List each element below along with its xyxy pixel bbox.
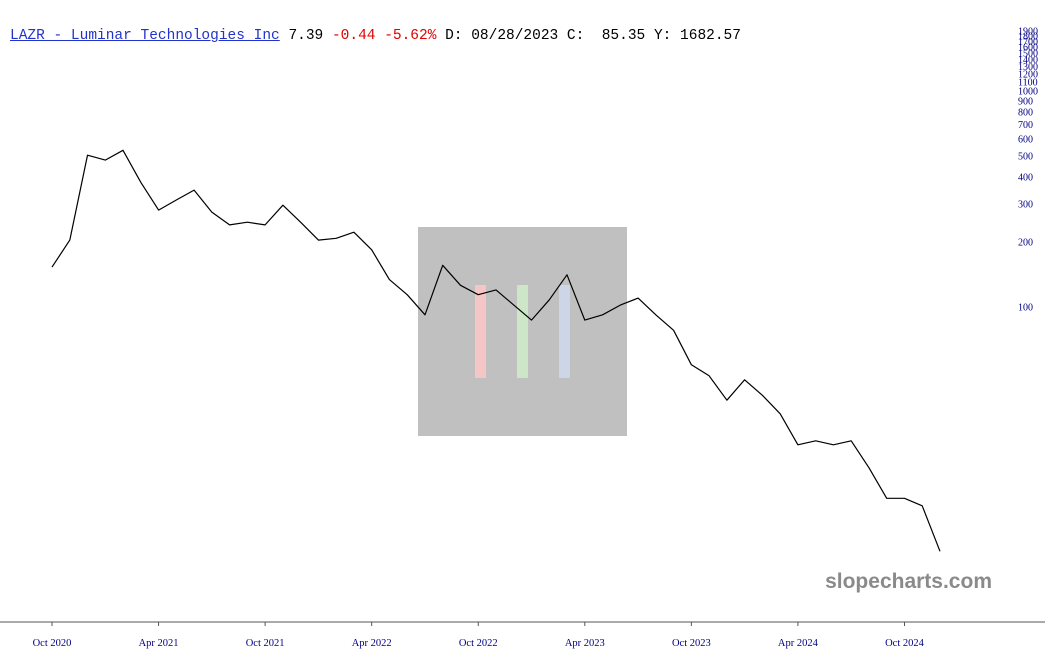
highlight-green xyxy=(517,285,528,378)
highlight-blue xyxy=(559,285,570,378)
x-tick-label: Apr 2023 xyxy=(565,638,605,649)
ticker-link[interactable]: LAZR - Luminar Technologies Inc xyxy=(10,28,280,44)
y-tick-label: 200 xyxy=(1018,238,1033,249)
y-tick-label: 600 xyxy=(1018,134,1033,145)
y-tick-label: 1400 xyxy=(1018,55,1038,66)
x-tick-label: Oct 2022 xyxy=(459,638,498,649)
y-tick-label: 300 xyxy=(1018,199,1033,210)
y-tick-label: 1000 xyxy=(1018,87,1038,98)
x-tick-label: Oct 2023 xyxy=(672,638,711,649)
price-line xyxy=(51,149,941,552)
y-tick-label: 1500 xyxy=(1018,49,1038,60)
y-tick-label: 400 xyxy=(1018,173,1033,184)
x-tick-label: Apr 2021 xyxy=(139,638,179,649)
y-tick-label: 500 xyxy=(1018,152,1033,163)
y-tick-label: 1900 xyxy=(1018,26,1038,37)
y-tick-label: 100 xyxy=(1018,302,1033,313)
y-tick-label: 700 xyxy=(1018,120,1033,131)
x-tick-label: Oct 2020 xyxy=(33,638,72,649)
change: -0.44 xyxy=(331,28,376,44)
x-tick-label: Oct 2024 xyxy=(885,638,925,649)
change-pct: -5.62% xyxy=(384,28,437,44)
y-tick-label: 800 xyxy=(1018,108,1033,119)
y-tick-label: 1200 xyxy=(1018,70,1038,81)
y-tick-label: 1300 xyxy=(1018,62,1038,73)
highlight-red xyxy=(475,285,486,378)
x-tick-label: Apr 2024 xyxy=(778,638,819,649)
y-tick-label: 1600 xyxy=(1018,43,1038,54)
y-tick-label: 1800 xyxy=(1018,31,1038,42)
header: LAZR - Luminar Technologies Inc 7.39 -0.… xyxy=(10,28,741,44)
watermark: slopecharts.com xyxy=(825,570,992,593)
y-tick-label: 1100 xyxy=(1018,78,1038,89)
x-tick-label: Oct 2021 xyxy=(246,638,285,649)
details: D: 08/28/2023 C: 85.35 Y: 1682.57 xyxy=(445,28,741,44)
x-tick-label: Apr 2022 xyxy=(352,638,392,649)
y-tick-label: 900 xyxy=(1018,96,1033,107)
y-tick-label: 1700 xyxy=(1018,37,1038,48)
price: 7.39 xyxy=(288,28,324,44)
